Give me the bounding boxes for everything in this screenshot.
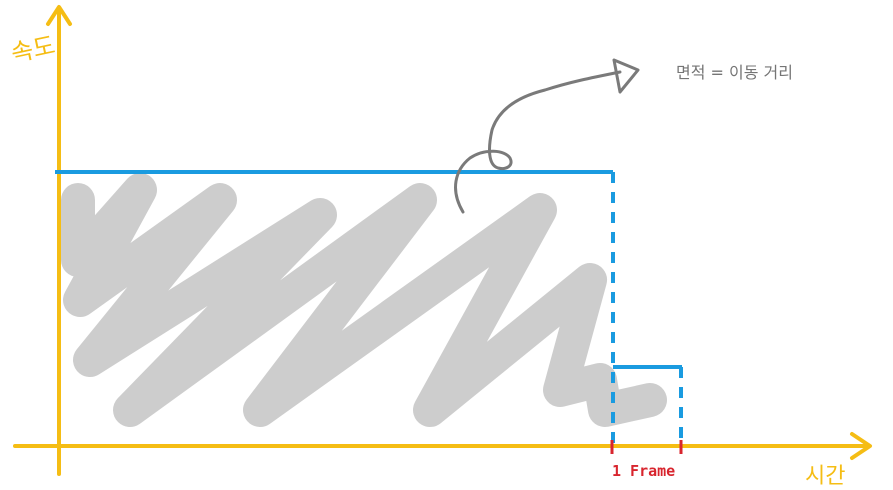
y-axis-label: 속도 bbox=[9, 31, 58, 68]
x-axis-arrowhead bbox=[850, 432, 872, 460]
axes bbox=[13, 5, 872, 476]
area-shading bbox=[61, 173, 667, 427]
frame-ticks bbox=[610, 440, 683, 454]
frame-tick-label: 1 Frame bbox=[612, 462, 675, 480]
annotation-arrow bbox=[454, 58, 640, 214]
speed-graph bbox=[55, 170, 683, 446]
x-axis-label: 시간 bbox=[805, 464, 845, 489]
annotation-text: 면적 = 이동 거리 bbox=[676, 63, 793, 82]
y-axis-arrowhead bbox=[46, 5, 72, 26]
